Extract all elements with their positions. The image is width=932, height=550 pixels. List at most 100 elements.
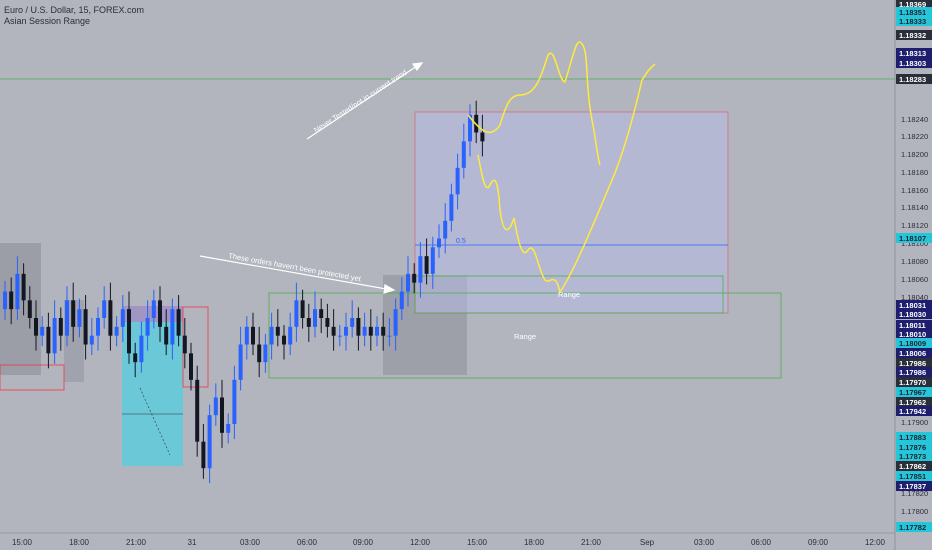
time-label: 06:00 [751, 538, 772, 547]
candle-body [387, 335, 392, 337]
drawings-layer [0, 78, 895, 466]
price-tag [896, 338, 932, 348]
candle-body [480, 132, 485, 142]
price-tag [896, 442, 932, 452]
time-label: 31 [188, 538, 197, 547]
candle-body [406, 273, 410, 292]
price-tag [896, 461, 932, 471]
price-label: 1.18200 [901, 150, 928, 159]
time-label: 09:00 [353, 538, 374, 547]
candle-body [108, 300, 113, 336]
candle-body [238, 344, 243, 380]
price-tag [896, 58, 932, 68]
time-label: 18:00 [69, 538, 90, 547]
candle-body [46, 326, 51, 354]
price-tag-label: 1.17883 [899, 433, 926, 442]
candle-body [15, 273, 20, 310]
candle-body [114, 326, 119, 336]
price-tag [896, 387, 932, 397]
time-label: 12:00 [410, 538, 431, 547]
candle-body [58, 318, 63, 336]
price-tag-label: 1.17967 [899, 388, 926, 397]
candle-body [164, 326, 169, 345]
price-label: 1.17900 [901, 418, 928, 427]
annotation-orders-not-protected: These orders haven't been protected yet [228, 251, 363, 283]
indicator-title[interactable]: Asian Session Range [4, 16, 91, 26]
price-label: 1.18080 [901, 257, 928, 266]
candle-body [325, 318, 330, 327]
range-label-small: Range [558, 290, 580, 299]
price-tag-label: 1.17986 [899, 359, 926, 368]
price-tag-label: 1.17862 [899, 462, 926, 471]
time-label: 03:00 [240, 538, 261, 547]
price-tag-label: 1.17837 [899, 482, 926, 491]
candle-body [455, 167, 460, 195]
candle-body [288, 326, 293, 345]
arrow-orders-not-protected [199, 255, 396, 294]
price-label: 1.18060 [901, 275, 928, 284]
price-label: 1.18100 [901, 239, 928, 248]
price-tag [896, 0, 932, 9]
price-tag-label: 1.18031 [899, 301, 926, 310]
symbol-title[interactable]: Euro / U.S. Dollar, 15, FOREX.com [4, 5, 145, 15]
candle-body [269, 326, 274, 345]
candle-body [443, 220, 448, 239]
price-tag-label: 1.18332 [899, 31, 926, 40]
price-tag-label: 1.18313 [899, 49, 926, 58]
candle-body [461, 141, 466, 168]
candle-body [418, 256, 423, 283]
price-label: 1.18040 [901, 293, 928, 302]
price-tag-label: 1.17962 [899, 398, 926, 407]
candle-body [300, 300, 305, 318]
candle-body [449, 194, 454, 221]
candle-body [362, 326, 367, 336]
candle-body [77, 309, 82, 327]
candle-body [133, 353, 138, 363]
red-target-box [414, 111, 729, 314]
candles-layer [3, 100, 485, 484]
price-tag-label: 1.17986 [899, 368, 926, 377]
candle-body [195, 379, 200, 442]
price-tag [896, 233, 932, 243]
price-tag [896, 300, 932, 310]
candle-body [189, 353, 193, 380]
candle-body [89, 335, 94, 345]
time-label: Sep [640, 538, 655, 547]
price-tag [896, 7, 932, 17]
candle-body [232, 379, 237, 424]
price-label: 1.18180 [901, 168, 928, 177]
price-tag [896, 309, 932, 319]
time-label: 21:00 [581, 538, 602, 547]
red-range-left [0, 364, 65, 391]
time-label: 15:00 [467, 538, 488, 547]
price-label: 1.18220 [901, 132, 928, 141]
candle-body [145, 318, 150, 336]
candle-body [9, 291, 14, 310]
candle-body [381, 326, 386, 336]
price-tag [896, 397, 932, 407]
candle-body [319, 309, 324, 318]
time-label: 21:00 [126, 538, 147, 547]
candle-body [120, 309, 125, 327]
candle-body [127, 309, 131, 354]
price-tag [896, 406, 932, 416]
candle-body [294, 300, 299, 327]
price-tag-label: 1.17876 [899, 443, 926, 452]
price-tag [896, 451, 932, 461]
price-tag-label: 1.18006 [899, 349, 926, 358]
candle-body [151, 300, 156, 318]
candle-body [170, 309, 175, 345]
price-tag [896, 377, 932, 387]
time-scale[interactable]: 15:00 18:00 21:00 31 03:00 06:00 09:00 12:00 15:… [0, 532, 895, 547]
yellow-path-down [477, 63, 656, 294]
candle-body [393, 309, 398, 336]
range-label-big: Range [514, 332, 536, 341]
fib-level-label: 0.5 [456, 238, 466, 245]
price-tag-label: 1.18303 [899, 59, 926, 68]
price-scale[interactable]: 1.18240 1.18220 1.18200 1.18180 1.18160 1.181… [894, 0, 932, 550]
arrow-never-tested [306, 62, 424, 140]
price-tag [896, 30, 932, 40]
price-tag [896, 48, 932, 58]
candle-body [71, 300, 76, 327]
